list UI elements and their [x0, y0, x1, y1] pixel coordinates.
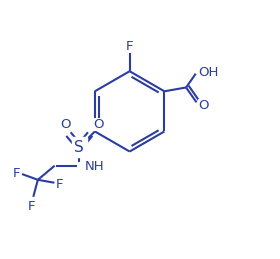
Text: O: O [198, 99, 208, 112]
Text: S: S [74, 140, 84, 155]
Text: F: F [126, 40, 133, 53]
Text: NH: NH [85, 160, 105, 173]
Text: OH: OH [198, 66, 218, 80]
Text: O: O [61, 118, 71, 131]
Text: F: F [28, 200, 36, 213]
Text: F: F [12, 167, 20, 180]
Text: O: O [93, 118, 104, 131]
Text: F: F [56, 177, 64, 191]
